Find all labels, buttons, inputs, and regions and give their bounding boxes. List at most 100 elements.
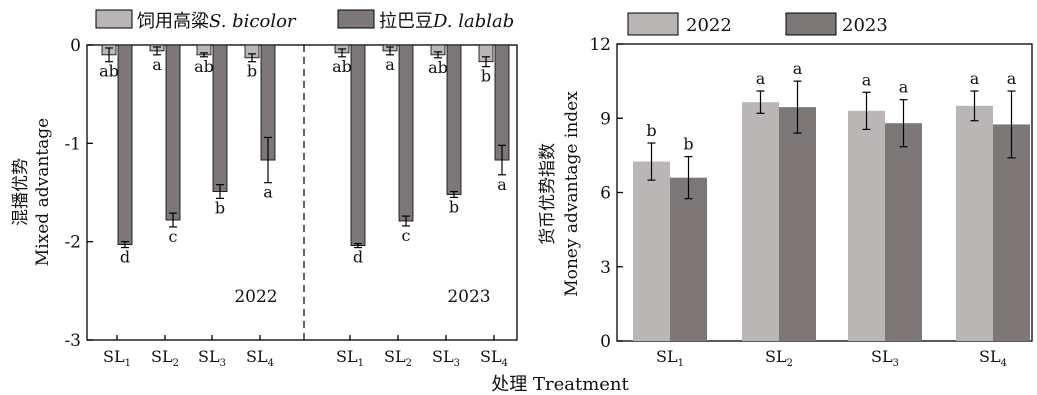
left-ytick-label: -2: [64, 233, 81, 253]
legend-label-2023: 2023: [842, 15, 888, 36]
significance-letter: d: [120, 248, 130, 267]
right-legend: 2022 2023: [627, 12, 888, 36]
significance-letter: a: [970, 69, 980, 88]
significance-letter: b: [646, 121, 656, 140]
significance-letter: a: [263, 183, 273, 202]
legend-swatch-2022: [627, 12, 679, 36]
error-bar: [200, 52, 208, 58]
significance-letter: d: [353, 248, 363, 267]
legend-label-2022: 2022: [686, 15, 732, 36]
money-advantage-chart: 2022 2023 货币优势指数 Money advantage index 0…: [538, 12, 1033, 369]
legend-label-lablab: 拉巴豆D. lablab: [379, 11, 514, 32]
bar-2023: [779, 107, 816, 341]
significance-letter: a: [862, 70, 872, 89]
right-ylabel-cn: 货币优势指数: [538, 143, 558, 245]
error-bar: [121, 241, 129, 249]
bar-2022: [633, 161, 670, 341]
right-ytick-label: 0: [600, 332, 611, 352]
significance-letter: b: [449, 197, 459, 216]
right-ytick-label: 3: [600, 258, 611, 278]
significance-letter: b: [247, 62, 257, 81]
error-bar: [153, 46, 161, 56]
bar-lablab: [398, 44, 414, 222]
right-category-label: SL2: [765, 347, 793, 369]
right-ytick-label: 12: [589, 35, 611, 55]
error-bar: [793, 80, 802, 134]
significance-letter: b: [481, 67, 491, 86]
error-bar: [684, 156, 693, 200]
left-category-label: SL1: [103, 347, 131, 369]
legend-swatch-2023: [785, 12, 837, 36]
mixed-advantage-chart: 饲用高粱S. bicolor 拉巴豆D. lablab 混播优势 Mixed a…: [11, 9, 518, 369]
panel-year-2023: 2023: [447, 287, 490, 307]
significance-letter: ab: [428, 58, 448, 77]
error-bar: [105, 47, 113, 63]
left-legend: 饲用高粱S. bicolor 拉巴豆D. lablab: [95, 9, 514, 32]
error-bar: [338, 48, 346, 58]
significance-letter: c: [402, 226, 411, 245]
left-category-label: SL3: [198, 347, 226, 369]
significance-letter: a: [152, 55, 162, 74]
bar-2023: [885, 123, 922, 341]
significance-letter: a: [899, 78, 909, 97]
error-bar: [248, 53, 256, 63]
error-bar: [1007, 90, 1016, 159]
bar-lablab: [165, 44, 181, 221]
left-ylabel-en: Mixed advantage: [33, 118, 53, 266]
error-bar: [354, 243, 362, 249]
error-bar: [216, 184, 224, 199]
left-category-label: SL2: [151, 347, 179, 369]
bar-lablab: [494, 44, 510, 161]
bar-lablab: [117, 44, 133, 246]
right-category-label: SL1: [656, 347, 684, 369]
error-bar: [264, 136, 272, 184]
bar-2022: [848, 110, 885, 341]
right-category-label: SL4: [979, 347, 1007, 369]
significance-letter: ab: [194, 57, 214, 76]
significance-letter: ab: [332, 57, 352, 76]
left-ytick-label: -1: [64, 134, 81, 154]
error-bar: [169, 212, 177, 228]
significance-letter: c: [169, 227, 178, 246]
right-ytick-label: 9: [600, 109, 611, 129]
significance-letter: b: [683, 135, 693, 154]
left-plot-frame: [86, 44, 518, 341]
left-category-label: SL2: [384, 347, 412, 369]
error-bar: [386, 46, 394, 56]
legend-swatch-sorghum: [95, 9, 133, 29]
left-ytick-label: -3: [64, 331, 81, 351]
error-bar: [434, 51, 442, 59]
error-bar: [498, 144, 506, 176]
bar-2022: [742, 102, 779, 341]
bar-2023: [670, 177, 707, 341]
significance-letter: ab: [99, 62, 119, 81]
bar-lablab: [350, 44, 366, 247]
left-category-label: SL4: [246, 347, 274, 369]
legend-swatch-lablab: [337, 9, 375, 29]
bar-2023: [993, 124, 1030, 341]
error-bar: [899, 99, 908, 148]
error-bar: [450, 190, 458, 199]
left-category-label: SL1: [336, 347, 364, 369]
right-ytick-label: 6: [600, 184, 611, 204]
right-ylabel-en: Money advantage index: [562, 91, 582, 297]
error-bar: [647, 142, 656, 181]
bar-lablab: [446, 44, 462, 195]
error-bar: [482, 56, 490, 68]
legend-label-sorghum: 饲用高粱S. bicolor: [137, 11, 297, 32]
left-category-label: SL3: [432, 347, 460, 369]
left-ytick-label: 0: [70, 36, 81, 56]
significance-letter: a: [756, 69, 766, 88]
left-category-label: SL4: [480, 347, 508, 369]
bar-lablab: [212, 44, 228, 192]
significance-letter: a: [385, 55, 395, 74]
significance-letter: b: [215, 198, 225, 217]
x-axis-label: 处理 Treatment: [491, 374, 629, 395]
significance-letter: a: [1007, 69, 1017, 88]
error-bar: [862, 91, 871, 130]
significance-letter: a: [793, 59, 803, 78]
error-bar: [970, 90, 979, 122]
error-bar: [756, 90, 765, 114]
left-ylabel-cn: 混播优势: [11, 158, 31, 226]
